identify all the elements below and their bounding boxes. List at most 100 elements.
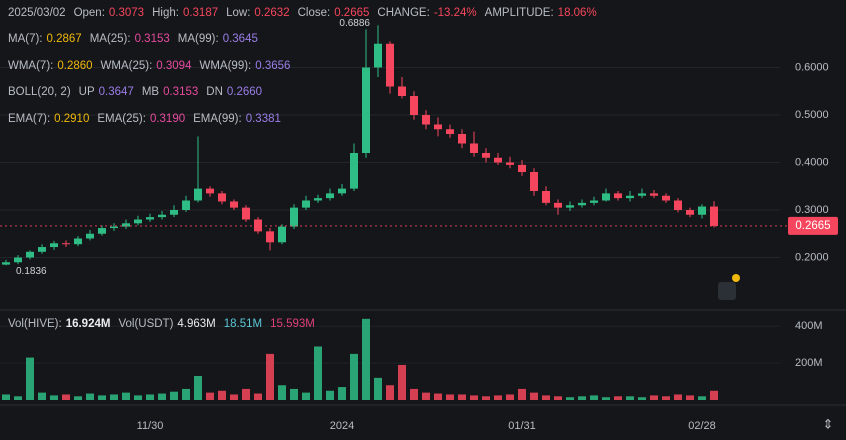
- volume-bar: [686, 395, 694, 400]
- ohlc-label: Low:: [226, 7, 251, 19]
- candle-body: [626, 195, 634, 199]
- candle-body: [686, 210, 694, 215]
- candle-body: [638, 193, 646, 196]
- candle-body: [374, 43, 382, 68]
- candle-body: [398, 86, 406, 96]
- ohlc-label: Open:: [73, 7, 105, 19]
- indicator-item: MB 0.3153: [142, 86, 198, 98]
- indicator-item: WMA(99): 0.3656: [199, 60, 290, 72]
- candle-body: [554, 202, 562, 208]
- volume-bar: [194, 376, 202, 400]
- candle-body: [110, 226, 118, 229]
- indicator-label: MA(7):: [8, 33, 43, 45]
- candle-body: [62, 243, 70, 245]
- candle-body: [494, 157, 502, 163]
- stat-label: CHANGE:: [377, 7, 430, 19]
- indicator-item: UP 0.3647: [79, 86, 134, 98]
- candle-body: [710, 206, 718, 226]
- volume-bar: [530, 392, 538, 400]
- volume-bar: [218, 390, 226, 400]
- indicator-item: MA(25): 0.3153: [90, 33, 170, 45]
- indicator-label: EMA(25):: [97, 112, 146, 125]
- indicator-value: 0.3381: [245, 112, 281, 125]
- volume-bar: [662, 396, 670, 400]
- stat-item: CHANGE: -13.24%: [377, 7, 476, 19]
- volume-bar: [26, 357, 34, 400]
- candle-body: [14, 257, 22, 263]
- candle-body: [566, 205, 574, 208]
- indicator-item: WMA(7): 0.2860: [8, 60, 93, 72]
- indicator-label: BOLL(20, 2): [8, 86, 71, 98]
- volume-value: 16.924M: [65, 318, 111, 330]
- volume-bar: [326, 390, 334, 400]
- candle-body: [182, 200, 190, 210]
- legend-row: 2025/03/02 Open: 0.3073 High: 0.3187 Low: 0.26…: [8, 7, 597, 19]
- legend-row: MA(7): 0.2867 MA(25): 0.3153 MA(99): 0.3645: [8, 33, 258, 45]
- candle-body: [74, 238, 82, 245]
- candle-body: [290, 207, 298, 227]
- ohlc-value: 0.2665: [334, 7, 370, 19]
- candle-body: [122, 223, 130, 227]
- volume-bar: [254, 393, 262, 400]
- info-icon[interactable]: [718, 282, 736, 300]
- volume-bar: [626, 396, 634, 400]
- indicator-value: 0.3647: [98, 86, 134, 98]
- volume-bar: [386, 385, 394, 400]
- volume-bar: [242, 388, 250, 400]
- volume-legend-item: Vol(HIVE): 16.924M: [8, 318, 110, 330]
- volume-bar: [62, 394, 70, 400]
- candle-body: [530, 172, 538, 191]
- volume-bar: [470, 395, 478, 400]
- candle-body: [218, 193, 226, 202]
- candle-body: [674, 200, 682, 210]
- volume-bar: [158, 393, 166, 400]
- ohlc-value: 0.3073: [108, 7, 145, 19]
- indicator-label: WMA(99):: [199, 59, 252, 72]
- candle-body: [422, 115, 430, 125]
- x-tick-label: 02/28: [688, 420, 716, 432]
- stat-value: 18.06%: [557, 7, 597, 19]
- volume-bar: [674, 394, 682, 400]
- volume-bar: [422, 392, 430, 400]
- indicator-value: 0.2660: [226, 86, 263, 98]
- stat-label: AMPLITUDE:: [484, 7, 554, 19]
- volume-bar: [338, 387, 346, 400]
- ohlc-item: Close: 0.2665: [298, 7, 370, 19]
- volume-bar: [2, 394, 10, 400]
- y-tick-label: 0.3000: [795, 204, 829, 216]
- candle-body: [50, 243, 58, 248]
- scale-icon[interactable]: ⇕: [823, 416, 834, 431]
- alert-dot: [732, 274, 740, 282]
- volume-value: 4.963M: [177, 318, 216, 330]
- candle-body: [434, 124, 442, 130]
- stat-item: AMPLITUDE: 18.06%: [485, 7, 597, 19]
- volume-bar: [650, 395, 658, 400]
- volume-bar: [38, 392, 46, 400]
- last-price-tag: [788, 216, 838, 235]
- candle-body: [2, 262, 10, 265]
- volume-bar: [74, 396, 82, 400]
- volume-bar: [542, 395, 550, 400]
- candle-body: [458, 134, 466, 144]
- x-tick-label: 11/30: [137, 420, 164, 432]
- x-tick-label: 01/31: [508, 420, 536, 432]
- candle-body: [38, 247, 46, 252]
- indicator-value: 0.3190: [149, 112, 186, 125]
- indicator-value: 0.3645: [222, 33, 258, 45]
- date: 2025/03/02: [8, 7, 66, 19]
- candle-body: [158, 214, 166, 218]
- volume-bar: [290, 388, 298, 400]
- candle-body: [650, 193, 658, 196]
- ohlc-label: Close:: [297, 7, 331, 19]
- indicator-label: MB: [141, 86, 160, 98]
- indicator-value: 0.2867: [46, 33, 82, 45]
- indicator-value: 0.2860: [57, 59, 93, 72]
- candle-body: [362, 67, 370, 153]
- stat-value: -13.24%: [433, 7, 477, 19]
- candle-body: [26, 251, 34, 258]
- volume-legend-item: 15.593M: [270, 318, 315, 330]
- volume-bar: [362, 318, 370, 400]
- volume-bar: [50, 395, 58, 400]
- volume-bar: [434, 393, 442, 400]
- volume-bar: [710, 390, 718, 400]
